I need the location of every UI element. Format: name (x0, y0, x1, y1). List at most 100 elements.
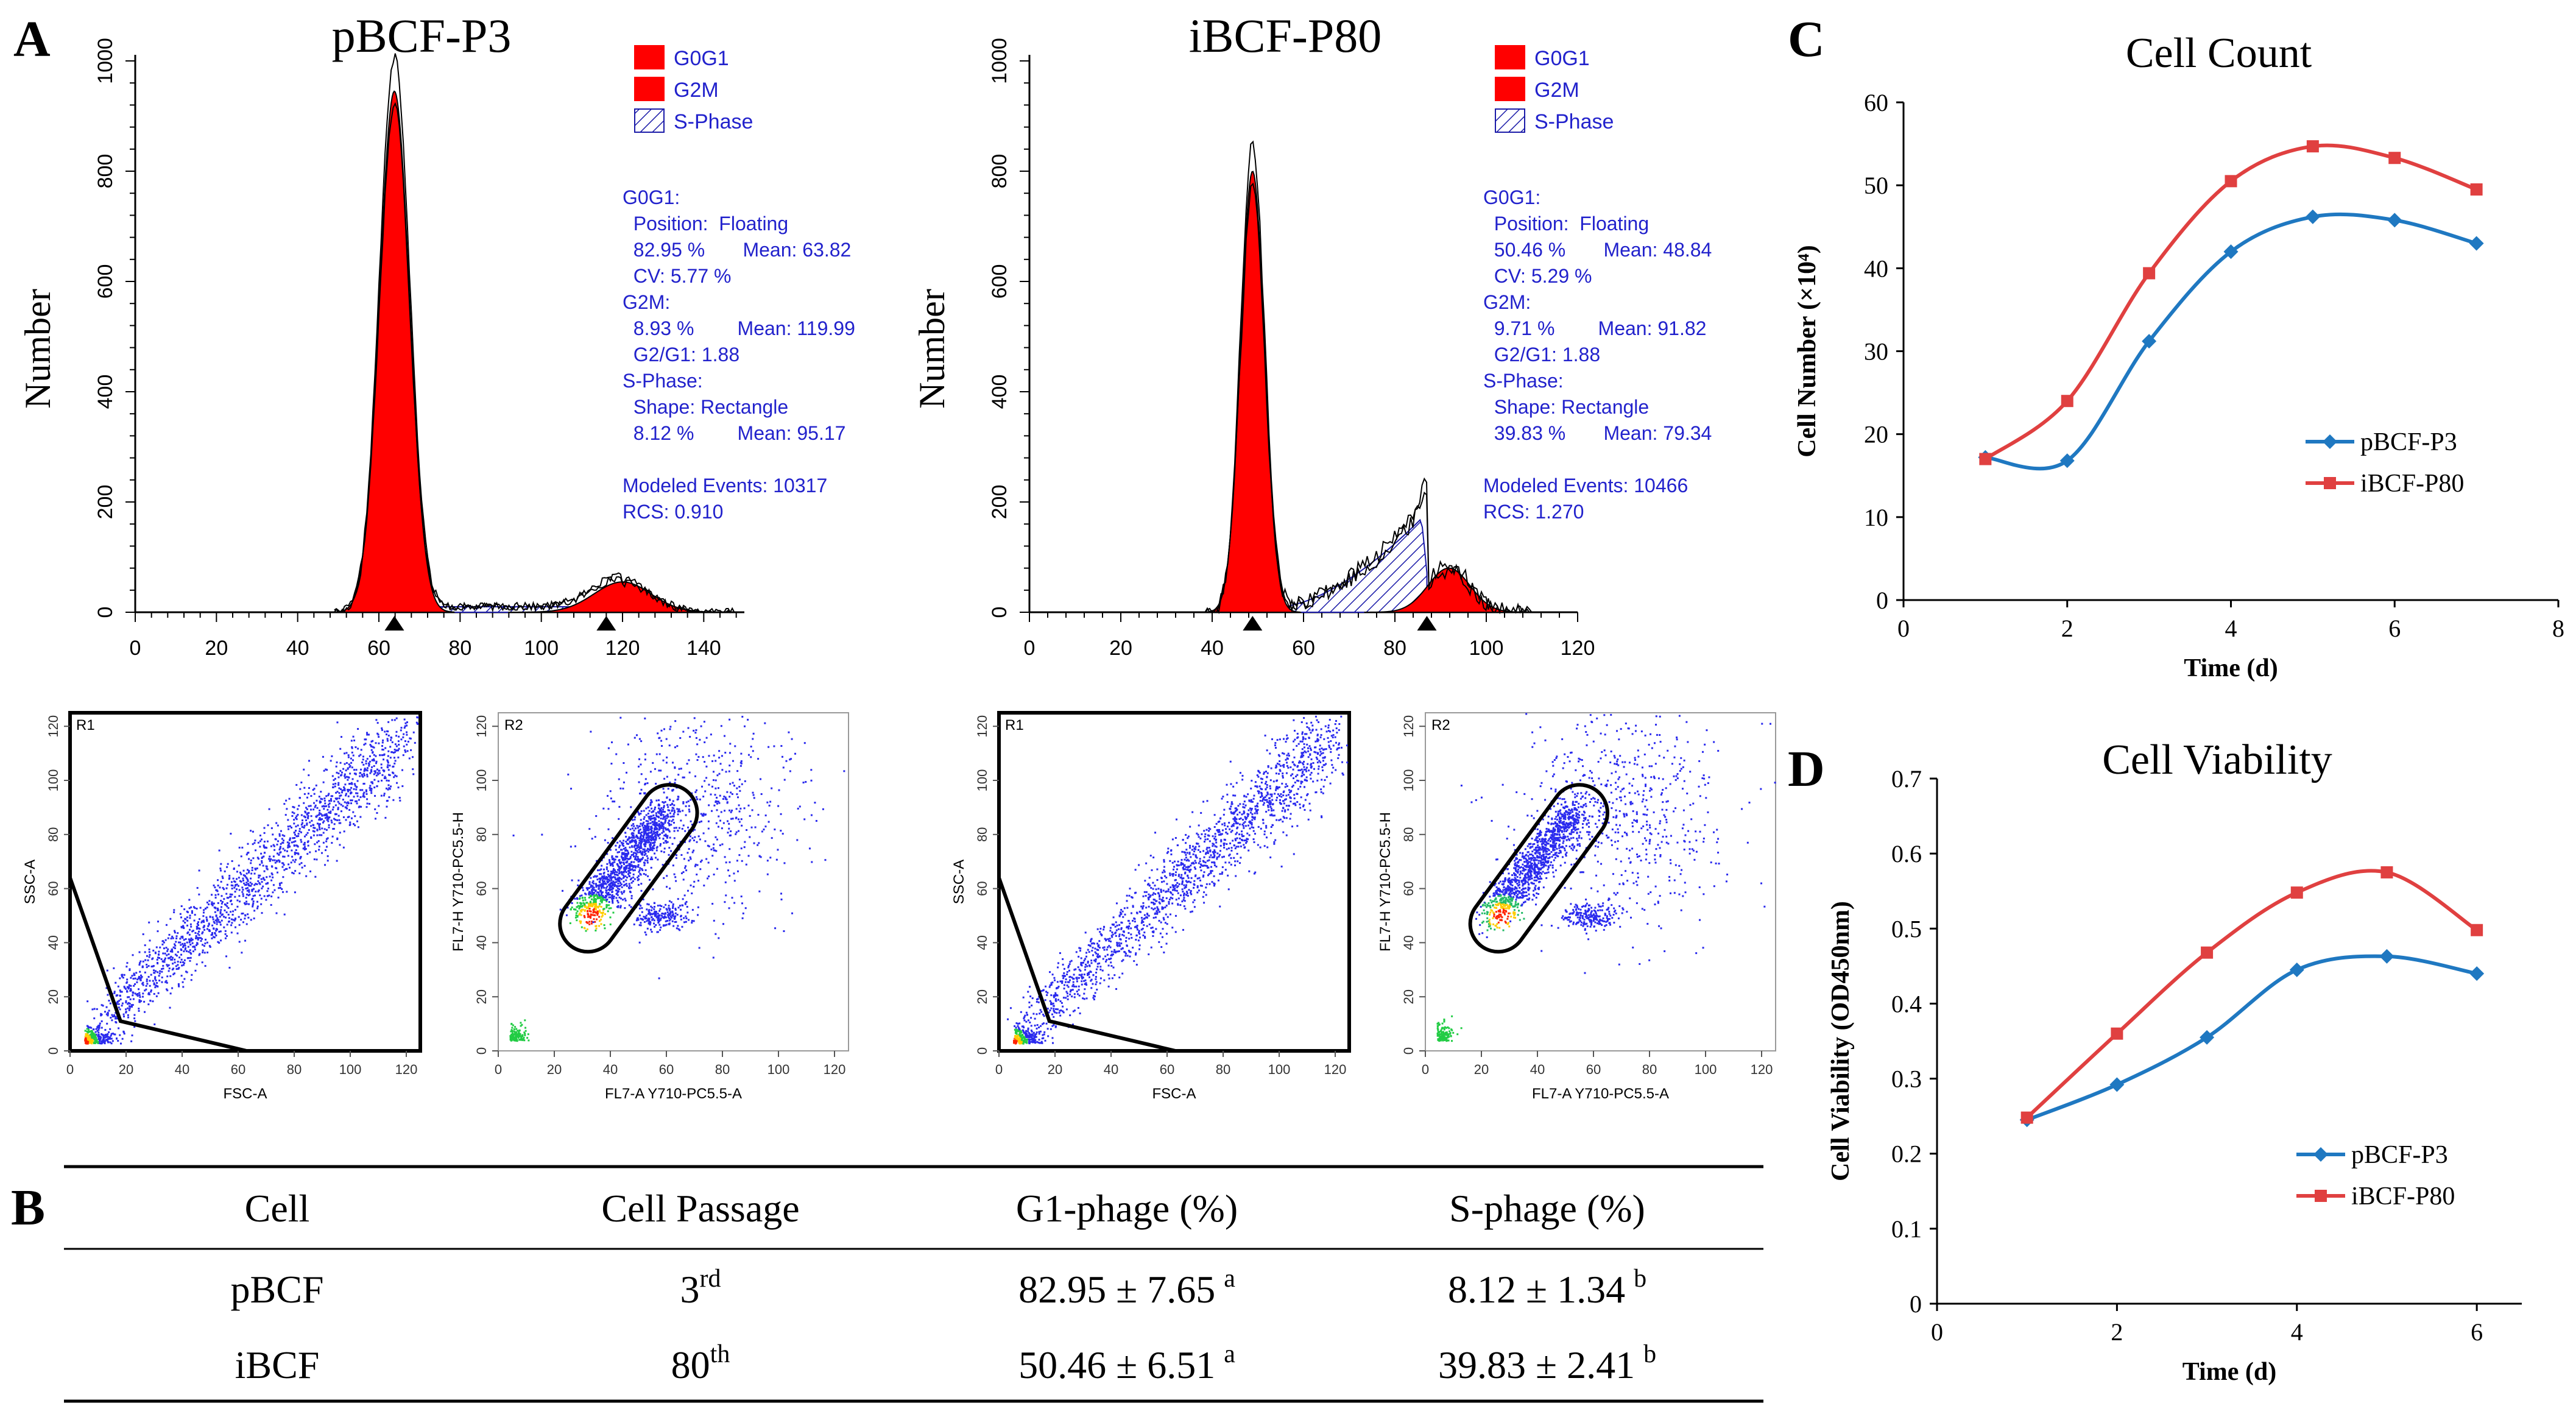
event-dot (782, 766, 785, 769)
event-dot (672, 907, 674, 910)
event-dot (1176, 882, 1179, 884)
event-dot (1232, 824, 1234, 826)
event-dot (716, 809, 718, 811)
event-dot (262, 885, 264, 888)
event-dot (789, 758, 791, 761)
event-dot (684, 841, 686, 843)
event-dot (1184, 908, 1187, 910)
event-dot (1118, 977, 1121, 979)
event-dot (623, 861, 625, 864)
event-dot (193, 945, 196, 948)
event-dot (1030, 1017, 1032, 1019)
event-dot (323, 797, 326, 800)
event-dot (716, 868, 718, 870)
event-dot (314, 827, 316, 829)
event-dot (346, 804, 348, 807)
event-dot (576, 906, 578, 908)
event-dot (158, 957, 161, 959)
event-dot (514, 1026, 517, 1028)
event-dot (232, 919, 235, 921)
event-dot (177, 964, 179, 966)
event-dot (337, 815, 340, 817)
event-dot (1241, 813, 1243, 816)
event-dot (303, 824, 306, 827)
event-dot (240, 873, 242, 875)
event-dot (169, 975, 172, 977)
event-dot (655, 812, 657, 815)
event-dot (1269, 814, 1271, 816)
event-dot (726, 801, 729, 804)
event-dot (165, 924, 168, 926)
event-dot (576, 898, 579, 900)
event-dot (325, 840, 328, 843)
event-dot (290, 861, 292, 864)
event-dot (240, 855, 242, 858)
event-dot (379, 772, 381, 774)
event-dot (319, 834, 321, 836)
y-tick-label: 400 (988, 375, 1011, 409)
event-dot (126, 991, 129, 993)
event-dot (607, 888, 610, 891)
event-dot (584, 910, 586, 912)
event-dot (687, 727, 690, 729)
event-dot (406, 721, 409, 724)
x-tick-label: 140 (686, 637, 721, 660)
event-dot (219, 868, 222, 870)
event-dot (152, 969, 155, 972)
event-dot (593, 898, 596, 900)
x-tick-label: 20 (119, 1062, 133, 1077)
event-dot (700, 861, 702, 863)
event-dot (516, 1040, 518, 1042)
event-dot (175, 941, 177, 943)
event-dot (608, 859, 610, 861)
event-dot (688, 840, 691, 843)
event-dot (712, 771, 715, 773)
event-dot (639, 829, 641, 831)
x-tick-label: 60 (367, 637, 390, 660)
event-dot (630, 864, 633, 866)
event-dot (265, 883, 267, 885)
event-dot (121, 974, 124, 976)
event-dot (107, 1011, 109, 1014)
event-dot (184, 922, 186, 924)
event-dot (238, 864, 240, 867)
event-dot (250, 919, 252, 921)
event-dot (515, 1034, 517, 1037)
event-dot (132, 954, 134, 956)
event-dot (621, 844, 624, 846)
event-dot (1068, 969, 1070, 972)
event-dot (376, 811, 378, 814)
event-dot (635, 844, 638, 847)
event-dot (616, 891, 619, 894)
event-dot (1317, 772, 1319, 775)
event-dot (595, 889, 597, 892)
event-dot (187, 931, 189, 933)
event-dot (384, 777, 387, 779)
event-dot (1269, 801, 1272, 804)
event-dot (682, 776, 684, 779)
event-dot (366, 776, 369, 778)
event-dot (138, 1009, 140, 1012)
event-dot (182, 925, 185, 927)
event-dot (590, 917, 592, 919)
event-dot (91, 1008, 94, 1011)
event-dot (201, 938, 203, 940)
event-dot (369, 760, 371, 763)
event-dot (1126, 955, 1129, 957)
event-dot (386, 800, 388, 802)
event-dot (592, 880, 595, 883)
event-dot (638, 849, 640, 851)
event-dot (644, 917, 646, 920)
event-dot (1213, 864, 1216, 867)
event-dot (1049, 971, 1051, 974)
event-dot (191, 974, 193, 976)
event-dot (596, 885, 599, 887)
event-dot (289, 825, 291, 827)
event-dot (720, 811, 722, 813)
event-dot (138, 951, 141, 953)
event-dot (679, 810, 682, 813)
event-dot (359, 775, 361, 777)
event-dot (395, 775, 398, 777)
event-dot (182, 920, 185, 922)
event-dot (86, 1000, 89, 1003)
